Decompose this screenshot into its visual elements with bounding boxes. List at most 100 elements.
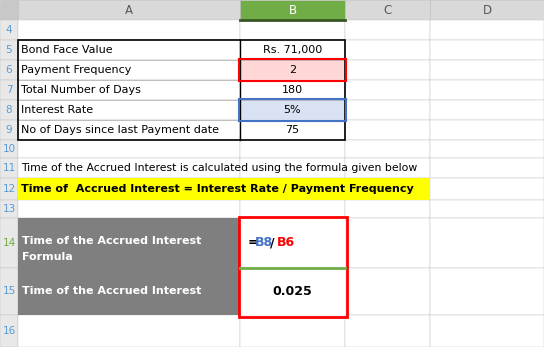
- Bar: [0, 0, 18, 20]
- Text: Time of the Accrued Interest: Time of the Accrued Interest: [22, 236, 201, 245]
- Bar: [345, 140, 430, 158]
- Bar: [18, 178, 240, 200]
- Bar: [240, 140, 345, 158]
- Bar: [0, 40, 18, 60]
- Bar: [0, 140, 18, 158]
- Bar: [345, 120, 430, 140]
- Bar: [240, 178, 345, 200]
- Bar: [18, 268, 240, 315]
- Bar: [345, 40, 430, 60]
- Bar: [430, 268, 544, 315]
- Bar: [430, 315, 544, 347]
- Bar: [18, 120, 240, 140]
- Bar: [240, 315, 345, 347]
- Bar: [345, 268, 430, 315]
- Bar: [18, 158, 240, 178]
- Bar: [238, 217, 347, 316]
- Bar: [240, 60, 345, 80]
- Text: Total Number of Days: Total Number of Days: [21, 85, 141, 95]
- Text: 10: 10: [2, 144, 16, 154]
- Bar: [240, 20, 345, 40]
- Bar: [18, 20, 240, 40]
- Bar: [18, 0, 240, 20]
- Text: 9: 9: [5, 125, 13, 135]
- Bar: [430, 20, 544, 40]
- Bar: [0, 80, 18, 100]
- Text: A: A: [125, 3, 133, 17]
- Text: =: =: [248, 237, 258, 249]
- Bar: [0, 268, 18, 315]
- Text: 15: 15: [2, 287, 16, 296]
- Bar: [0, 200, 18, 218]
- Bar: [240, 80, 345, 100]
- Text: B: B: [288, 3, 296, 17]
- Text: 12: 12: [2, 184, 16, 194]
- Text: 180: 180: [282, 85, 303, 95]
- Bar: [240, 268, 345, 315]
- Text: 13: 13: [2, 204, 16, 214]
- Text: Interest Rate: Interest Rate: [21, 105, 93, 115]
- Bar: [18, 40, 345, 140]
- Bar: [0, 120, 18, 140]
- Bar: [430, 80, 544, 100]
- Text: 4: 4: [5, 25, 13, 35]
- Bar: [240, 158, 345, 178]
- Text: Time of the Accrued Interest is calculated using the formula given below: Time of the Accrued Interest is calculat…: [21, 163, 417, 173]
- Text: /: /: [270, 237, 274, 249]
- Text: B8: B8: [255, 237, 273, 249]
- Bar: [18, 200, 240, 218]
- Bar: [18, 40, 240, 60]
- Bar: [0, 218, 18, 268]
- Bar: [240, 120, 345, 140]
- Bar: [345, 100, 430, 120]
- Bar: [18, 60, 240, 80]
- Bar: [18, 80, 240, 100]
- Bar: [430, 178, 544, 200]
- Bar: [430, 140, 544, 158]
- Bar: [430, 40, 544, 60]
- Bar: [0, 158, 18, 178]
- Bar: [345, 0, 430, 20]
- Bar: [430, 60, 544, 80]
- Text: 2: 2: [289, 65, 296, 75]
- Bar: [240, 100, 345, 120]
- Text: 8: 8: [5, 105, 13, 115]
- Bar: [345, 80, 430, 100]
- Bar: [18, 315, 240, 347]
- Bar: [240, 218, 345, 315]
- Bar: [240, 40, 345, 60]
- Bar: [240, 200, 345, 218]
- Bar: [430, 200, 544, 218]
- Bar: [0, 178, 18, 200]
- Bar: [239, 59, 346, 81]
- Bar: [345, 158, 430, 178]
- Text: Formula: Formula: [22, 252, 73, 262]
- Text: Rs. 71,000: Rs. 71,000: [263, 45, 322, 55]
- Text: 14: 14: [2, 238, 16, 248]
- Bar: [345, 20, 430, 40]
- Bar: [239, 99, 346, 121]
- Bar: [18, 140, 240, 158]
- Bar: [345, 315, 430, 347]
- Bar: [345, 200, 430, 218]
- Bar: [430, 0, 544, 20]
- Bar: [18, 218, 240, 315]
- Bar: [0, 20, 18, 40]
- Bar: [430, 120, 544, 140]
- Bar: [18, 178, 430, 200]
- Text: Time of the Accrued Interest: Time of the Accrued Interest: [22, 287, 201, 296]
- Text: No of Days since last Payment date: No of Days since last Payment date: [21, 125, 219, 135]
- Text: C: C: [384, 3, 392, 17]
- Bar: [345, 178, 430, 200]
- Bar: [240, 100, 345, 120]
- Text: Time of  Accrued Interest = Interest Rate / Payment Frequency: Time of Accrued Interest = Interest Rate…: [21, 184, 414, 194]
- Bar: [18, 100, 240, 120]
- Text: 11: 11: [2, 163, 16, 173]
- Text: 0.025: 0.025: [273, 285, 312, 298]
- Text: 5: 5: [5, 45, 13, 55]
- Bar: [345, 60, 430, 80]
- Bar: [430, 158, 544, 178]
- Bar: [18, 218, 240, 268]
- Text: 7: 7: [5, 85, 13, 95]
- Text: 75: 75: [286, 125, 300, 135]
